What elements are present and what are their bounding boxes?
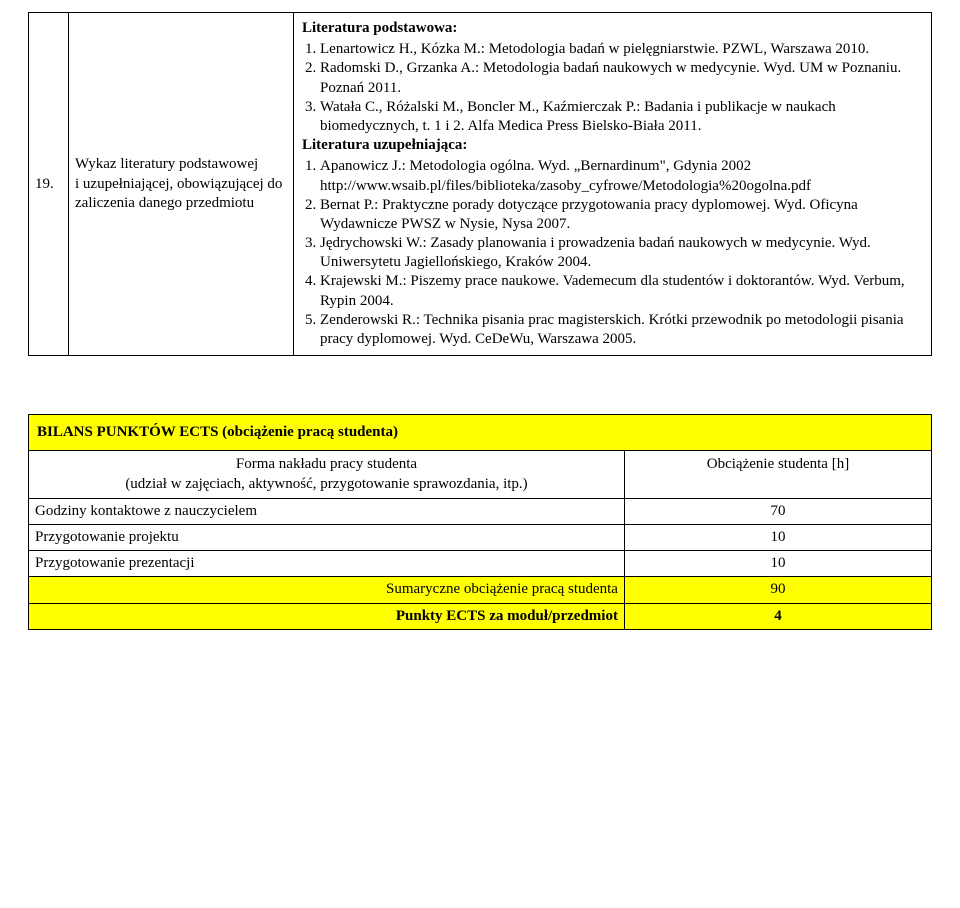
list-item: Watała C., Różalski M., Boncler M., Kaźm… [320,98,923,136]
ects-row-label: Przygotowanie prezentacji [29,551,625,577]
list-item: Apanowicz J.: Metodologia ogólna. Wyd. „… [320,157,923,195]
ects-row-label: Godziny kontaktowe z nauczycielem [29,498,625,524]
lit-podst-heading: Literatura podstawowa: [302,19,923,38]
ects-row-label: Przygotowanie projektu [29,524,625,550]
ects-col-left: Forma nakładu pracy studenta (udział w z… [29,451,625,498]
lit-podst-list: Lenartowicz H., Kózka M.: Metodologia ba… [302,40,923,136]
row-number: 19. [29,13,69,356]
ects-sum-label: Sumaryczne obciążenie pracą studenta [29,577,625,603]
list-item: Jędrychowski W.: Zasady planowania i pro… [320,234,923,272]
ects-sum-value: 90 [624,577,931,603]
ects-points-label: Punkty ECTS za moduł/przedmiot [29,603,625,629]
ects-col-left-text: Forma nakładu pracy studenta (udział w z… [125,456,527,491]
ects-table: BILANS PUNKTÓW ECTS (obciążenie pracą st… [28,414,932,630]
lit-uzup-list: Apanowicz J.: Metodologia ogólna. Wyd. „… [302,157,923,349]
ects-row-value: 10 [624,551,931,577]
ects-title: BILANS PUNKTÓW ECTS (obciążenie pracą st… [29,415,932,451]
literature-content: Literatura podstawowa: Lenartowicz H., K… [294,13,932,356]
list-item: Radomski D., Grzanka A.: Metodologia bad… [320,59,923,97]
row-label-text: Wykaz literatury podstawowej i uzupełnia… [75,156,282,210]
ects-col-right: Obciążenie studenta [h] [624,451,931,498]
ects-row-value: 10 [624,524,931,550]
list-item: Krajewski M.: Piszemy prace naukowe. Vad… [320,272,923,310]
list-item: Lenartowicz H., Kózka M.: Metodologia ba… [320,40,923,59]
literature-table: 19. Wykaz literatury podstawowej i uzupe… [28,12,932,356]
ects-points-value: 4 [624,603,931,629]
list-item: Zenderowski R.: Technika pisania prac ma… [320,311,923,349]
row-label: Wykaz literatury podstawowej i uzupełnia… [69,13,294,356]
lit-uzup-heading: Literatura uzupełniająca: [302,136,923,155]
ects-row-value: 70 [624,498,931,524]
list-item: Bernat P.: Praktyczne porady dotyczące p… [320,196,923,234]
